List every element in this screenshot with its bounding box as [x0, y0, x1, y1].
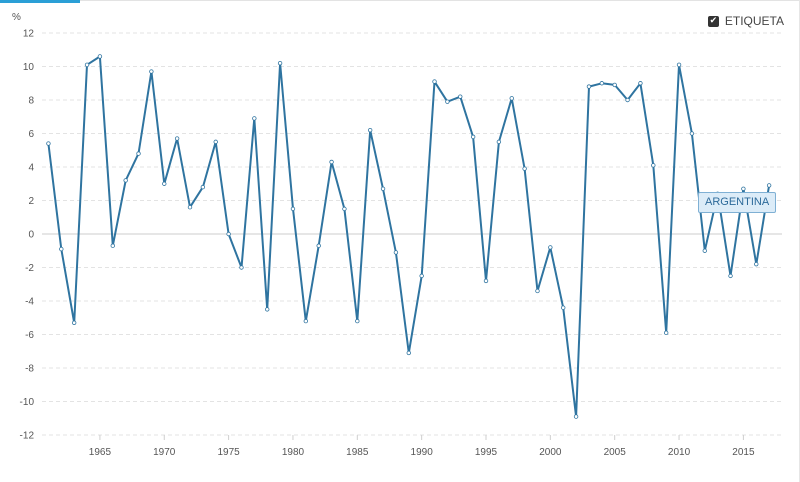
x-tick-label: 2005	[604, 447, 627, 458]
y-axis-label: %	[12, 12, 21, 23]
x-tick-label: 1995	[475, 447, 498, 458]
data-point[interactable]	[265, 307, 270, 312]
x-tick-label: 1975	[217, 447, 240, 458]
y-tick-label: 0	[28, 230, 34, 241]
legend-item-etiqueta[interactable]: ✔ ETIQUETA	[707, 14, 784, 28]
legend-label: ETIQUETA	[724, 14, 784, 28]
checkbox-checked-icon[interactable]: ✔	[707, 15, 719, 27]
x-tick-label: 1965	[89, 447, 112, 458]
data-point[interactable]	[46, 141, 51, 146]
data-point[interactable]	[573, 414, 579, 419]
data-point[interactable]	[548, 245, 553, 250]
y-axis-ticks: 12 10 8 6 4 2 0 -2 -4 -6 -8 -10 -12	[20, 29, 35, 442]
data-point[interactable]	[432, 79, 437, 84]
data-point[interactable]	[741, 186, 746, 191]
data-point[interactable]	[728, 273, 733, 279]
x-tick-label: 1970	[153, 447, 176, 458]
data-point[interactable]	[355, 318, 360, 324]
y-tick-label: 4	[28, 163, 34, 174]
data-point[interactable]	[702, 248, 707, 253]
data-point[interactable]	[84, 62, 90, 68]
data-point[interactable]	[651, 163, 656, 168]
x-tick-label: 2000	[539, 447, 562, 458]
data-point[interactable]	[290, 206, 296, 212]
data-point[interactable]	[213, 139, 218, 145]
x-tick-label: 2010	[668, 447, 691, 458]
data-point[interactable]	[561, 305, 566, 310]
x-tick-label: 1990	[411, 447, 434, 458]
data-point[interactable]	[483, 278, 489, 284]
y-tick-label: 8	[28, 96, 34, 107]
data-point[interactable]	[97, 54, 103, 59]
data-point[interactable]	[123, 178, 128, 183]
y-tick-label: 2	[28, 196, 34, 207]
y-tick-label: -12	[20, 431, 35, 442]
y-tick-label: -10	[20, 397, 35, 408]
x-tick-label: 1985	[346, 447, 369, 458]
data-point[interactable]	[367, 127, 373, 133]
data-point[interactable]	[59, 246, 64, 252]
data-point[interactable]	[71, 320, 77, 325]
data-point[interactable]	[445, 99, 450, 104]
data-point[interactable]	[612, 82, 617, 88]
data-point[interactable]	[458, 94, 463, 99]
data-point[interactable]	[689, 131, 695, 136]
data-point[interactable]	[303, 318, 309, 324]
data-point[interactable]	[419, 273, 424, 279]
data-point[interactable]	[110, 243, 115, 248]
data-point[interactable]	[149, 69, 154, 74]
y-tick-label: -2	[25, 263, 34, 274]
data-point[interactable]	[406, 350, 411, 356]
data-point[interactable]	[239, 265, 244, 270]
data-point[interactable]	[162, 181, 167, 186]
series-line-argentina[interactable]	[47, 55, 771, 418]
data-point[interactable]	[496, 139, 502, 145]
data-point[interactable]	[663, 330, 669, 336]
data-point[interactable]	[754, 261, 759, 267]
series-points	[46, 54, 772, 419]
x-tick-label: 2015	[732, 447, 755, 458]
data-point[interactable]	[535, 288, 540, 294]
data-point[interactable]	[676, 62, 682, 68]
data-point[interactable]	[329, 159, 334, 165]
active-tab-indicator	[0, 0, 80, 3]
data-point[interactable]	[200, 184, 206, 190]
top-border	[0, 0, 800, 1]
y-tick-label: -6	[25, 330, 34, 341]
data-point[interactable]	[252, 116, 257, 121]
data-point[interactable]	[277, 60, 283, 66]
data-point[interactable]	[586, 84, 592, 89]
grid-lines	[42, 32, 782, 436]
data-point[interactable]	[380, 186, 386, 191]
y-tick-label: -4	[25, 297, 34, 308]
x-tick-label: 1980	[282, 447, 305, 458]
data-point[interactable]	[470, 134, 476, 140]
data-point[interactable]	[638, 81, 643, 86]
data-point[interactable]	[226, 231, 231, 237]
data-point[interactable]	[625, 97, 630, 103]
data-point[interactable]	[766, 183, 772, 188]
y-tick-label: 6	[28, 129, 34, 140]
data-point[interactable]	[393, 250, 399, 255]
data-point[interactable]	[509, 96, 514, 101]
x-axis-ticks: 1965 1970 1975 1980 1985 1990 1995 2000 2005 2010…	[89, 435, 755, 458]
data-point[interactable]	[522, 166, 527, 171]
data-point[interactable]	[316, 243, 321, 248]
y-tick-label: 10	[23, 62, 35, 73]
data-point[interactable]	[136, 151, 141, 156]
data-point[interactable]	[174, 136, 180, 141]
data-point[interactable]	[187, 204, 193, 210]
data-point[interactable]	[599, 81, 605, 86]
series-tooltip: ARGENTINA	[698, 192, 777, 213]
y-tick-label: -8	[25, 364, 34, 375]
y-tick-label: 12	[23, 29, 35, 40]
data-point[interactable]	[342, 206, 347, 212]
